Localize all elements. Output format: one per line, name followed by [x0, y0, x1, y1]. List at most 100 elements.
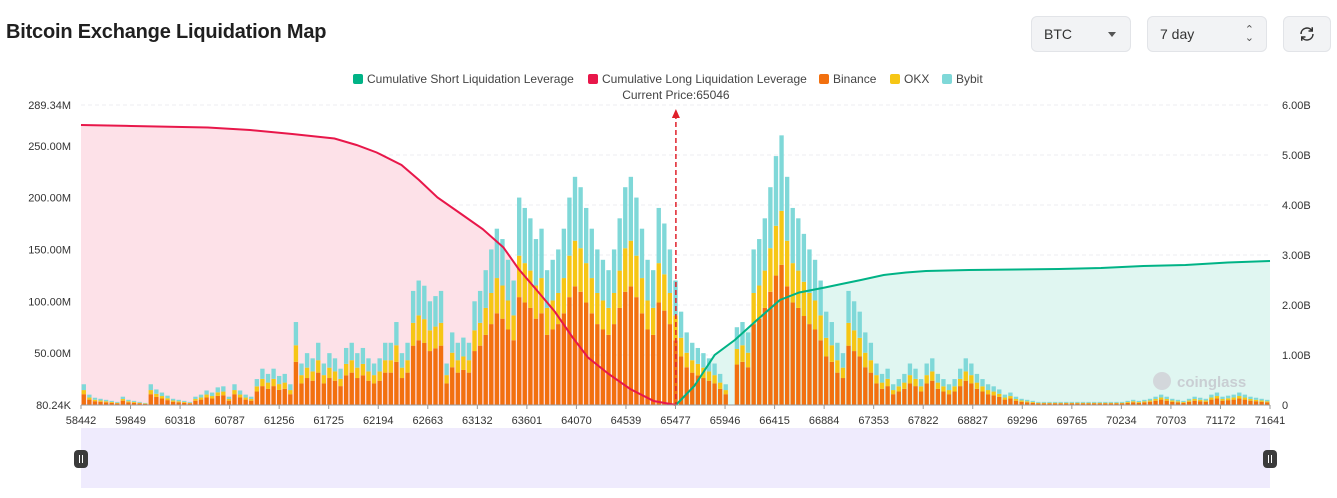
- coinglass-watermark: coinglass: [1153, 372, 1246, 391]
- binance-bar: [796, 307, 801, 405]
- binance-bar: [109, 402, 114, 405]
- zoom-slider[interactable]: [74, 428, 1277, 488]
- okx-bar: [930, 371, 935, 381]
- binance-bar: [1047, 403, 1052, 405]
- binance-bar: [276, 389, 282, 405]
- okx-bar: [472, 330, 477, 352]
- binance-bar: [1008, 398, 1013, 405]
- binance-bar: [1108, 403, 1114, 405]
- legend-label: Bybit: [956, 72, 983, 86]
- range-select[interactable]: 7 day ⌃ ⌄: [1147, 16, 1267, 52]
- binance-bar: [1075, 403, 1080, 405]
- binance-bar: [254, 391, 260, 405]
- okx-bar: [706, 371, 712, 381]
- okx-bar: [779, 210, 784, 265]
- bybit-bar: [846, 290, 851, 323]
- binance-bar: [1192, 400, 1197, 405]
- okx-bar: [1103, 402, 1108, 404]
- okx-bar: [958, 378, 963, 387]
- bybit-bar: [271, 368, 276, 379]
- okx-bar: [1108, 402, 1114, 404]
- okx-bar: [410, 322, 416, 346]
- okx-bar: [1192, 399, 1197, 401]
- okx-bar: [1041, 402, 1047, 404]
- bybit-bar: [1214, 392, 1220, 397]
- okx-bar: [92, 399, 98, 402]
- bybit-bar: [611, 249, 617, 293]
- zoom-handle-left[interactable]: [74, 450, 88, 468]
- bybit-bar: [254, 379, 260, 387]
- okx-bar: [1220, 399, 1225, 401]
- refresh-button[interactable]: [1283, 16, 1331, 52]
- y-right-tick-label: 2.00B: [1282, 300, 1311, 312]
- bybit-bar: [946, 384, 952, 391]
- binance-bar: [81, 394, 86, 405]
- binance-bar: [662, 310, 667, 405]
- okx-bar: [645, 300, 650, 330]
- binance-bar: [572, 286, 578, 405]
- bybit-bar: [1203, 398, 1208, 401]
- x-tick-label: 60318: [165, 415, 196, 427]
- okx-bar: [422, 319, 427, 343]
- okx-bar: [1158, 397, 1164, 400]
- okx-bar: [1119, 402, 1125, 404]
- bybit-bar: [522, 207, 527, 264]
- okx-bar: [115, 402, 120, 404]
- bybit-bar: [288, 384, 293, 391]
- x-tick-label: 71172: [1206, 415, 1236, 427]
- binance-bar: [143, 403, 148, 405]
- bybit-bar: [120, 396, 126, 400]
- bybit-bar: [1125, 400, 1130, 403]
- bybit-bar: [528, 218, 533, 271]
- okx-bar: [1242, 397, 1248, 400]
- okx-bar: [148, 390, 153, 395]
- legend-swatch: [353, 74, 363, 84]
- okx-bar: [807, 292, 812, 325]
- okx-bar: [304, 367, 310, 379]
- x-tick-label: 70703: [1156, 415, 1187, 427]
- bybit-bar: [410, 290, 416, 323]
- bybit-bar: [466, 342, 472, 361]
- y-left-tick-label: 150.00M: [28, 245, 71, 257]
- okx-bar: [455, 360, 460, 373]
- bybit-bar: [371, 363, 377, 376]
- okx-bar: [1253, 399, 1259, 402]
- binance-bar: [299, 383, 304, 405]
- bybit-bar: [639, 228, 645, 279]
- bybit-bar: [606, 270, 611, 308]
- zoom-handle-right[interactable]: [1263, 450, 1277, 468]
- binance-bar: [634, 297, 639, 405]
- binance-bar: [963, 380, 968, 405]
- okx-bar: [461, 356, 466, 370]
- bybit-bar: [997, 389, 1002, 394]
- bybit-bar: [1231, 394, 1236, 398]
- okx-bar: [1030, 402, 1035, 403]
- bybit-bar: [399, 353, 405, 368]
- symbol-select[interactable]: BTC: [1031, 16, 1131, 52]
- okx-bar: [824, 337, 829, 357]
- binance-bar: [1097, 403, 1102, 405]
- okx-bar: [1025, 401, 1030, 403]
- bybit-bar: [204, 390, 209, 395]
- refresh-icon: [1300, 27, 1314, 41]
- okx-bar: [477, 322, 483, 346]
- okx-bar: [623, 248, 628, 292]
- y-right-tick-label: 4.00B: [1282, 200, 1311, 212]
- binance-bar: [383, 372, 388, 405]
- binance-bar: [924, 383, 929, 405]
- bybit-bar: [221, 386, 226, 392]
- binance-bar: [812, 329, 818, 405]
- y-right-tick-label: 6.00B: [1282, 100, 1311, 112]
- bybit-bar: [316, 342, 321, 361]
- x-tick-label: 66415: [759, 415, 790, 427]
- binance-bar: [907, 383, 913, 405]
- okx-bar: [639, 278, 645, 314]
- binance-bar: [1153, 400, 1158, 405]
- binance-bar: [472, 351, 477, 405]
- binance-bar: [159, 398, 165, 405]
- binance-bar: [260, 386, 265, 405]
- binance-bar: [762, 307, 767, 405]
- binance-bar: [237, 397, 243, 405]
- bybit-bar: [561, 228, 567, 279]
- binance-bar: [784, 286, 790, 405]
